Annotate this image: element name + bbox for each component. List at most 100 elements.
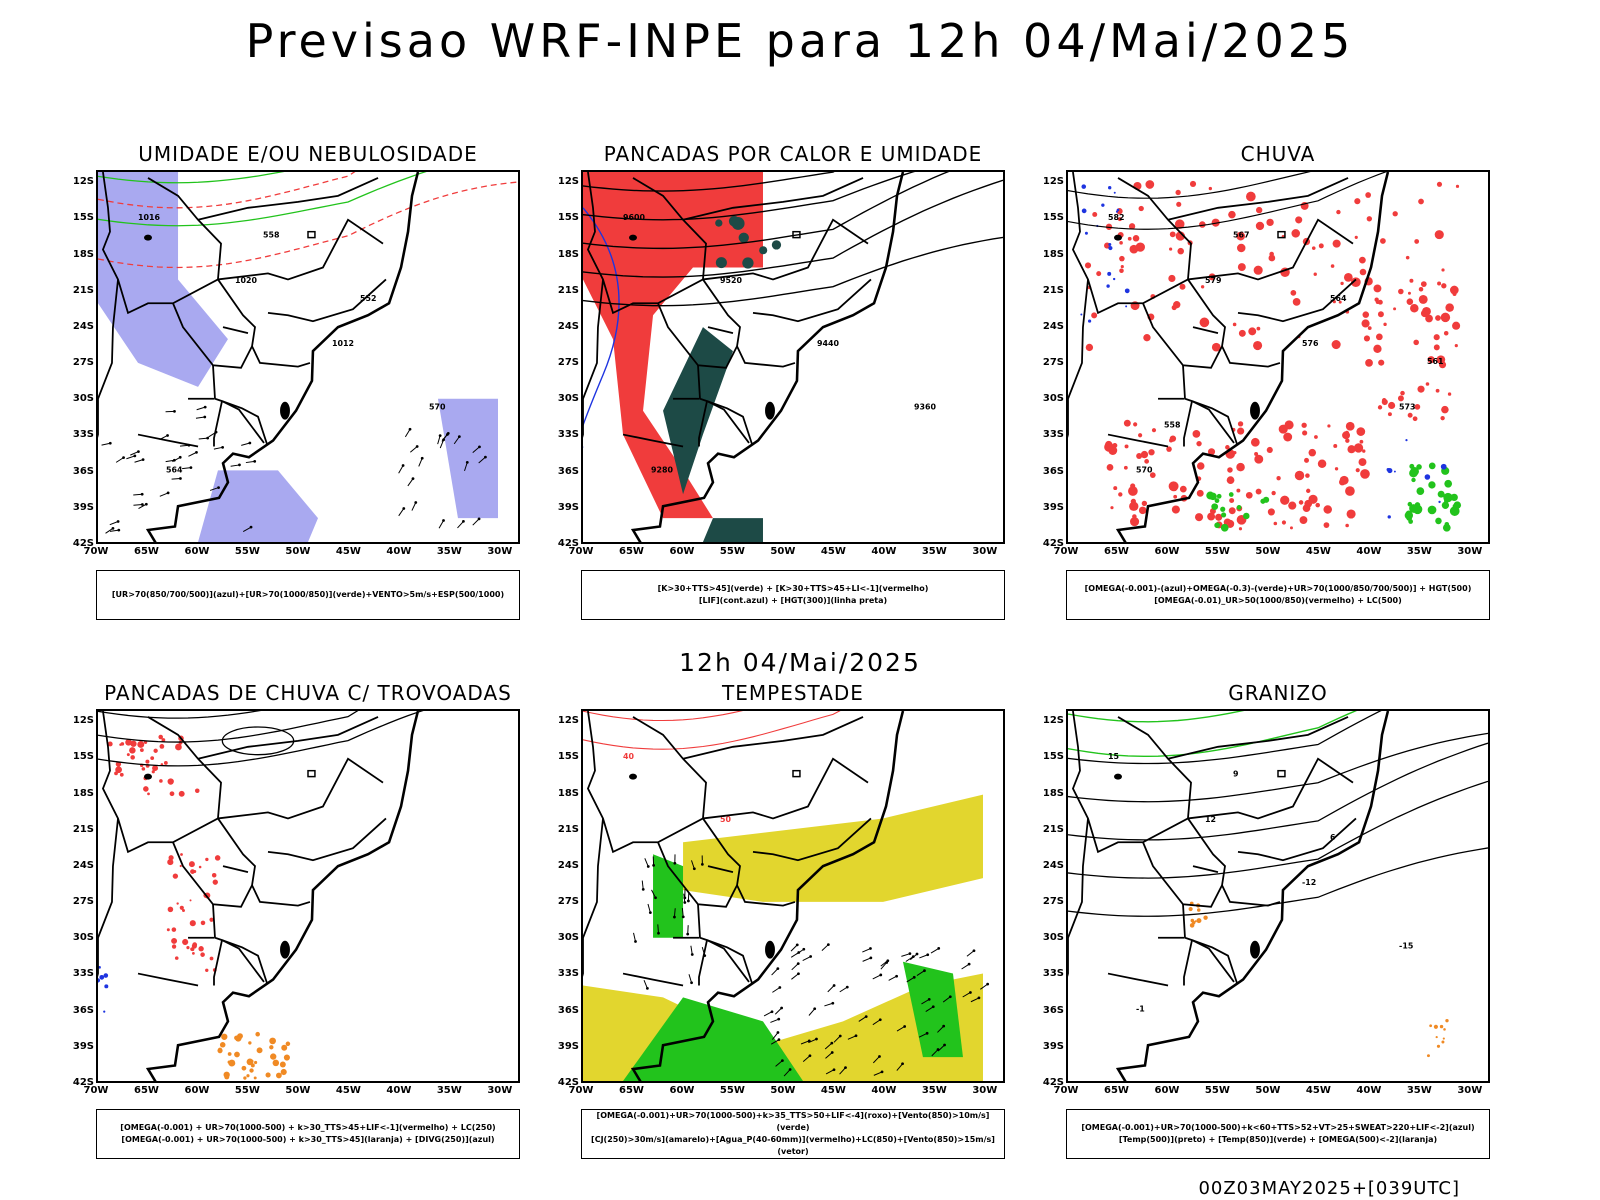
rain-area: [1454, 344, 1458, 348]
temperature-label: 6: [1330, 833, 1336, 842]
lon-tick-label: 30W: [972, 1085, 998, 1096]
wind-vector-head: [977, 996, 981, 1000]
lat-tick-label: 24S: [1042, 320, 1064, 332]
wind-vector: [937, 1025, 945, 1033]
wind-vector-head: [465, 460, 469, 464]
lon-tick-label: 55W: [719, 1085, 745, 1096]
rain-area: [1256, 326, 1261, 331]
legend-box: [OMEGA(-0.001)+UR>70(1000-500)+k>35_TTS>…: [581, 1109, 1005, 1159]
wind-vector: [411, 502, 417, 511]
wind-vector: [774, 1007, 782, 1015]
thunderstorm-area: [180, 853, 183, 856]
rain-area: [1119, 241, 1123, 245]
lon-tick-label: 50W: [285, 546, 311, 557]
lon-tick-label: 45W: [820, 546, 846, 557]
wind-vector-head: [238, 463, 241, 467]
rain-area: [1085, 343, 1094, 352]
wind-vector: [657, 924, 659, 934]
country-state-border: [1071, 172, 1192, 315]
thunderstorm-area: [158, 734, 163, 740]
rain-area: [1292, 298, 1301, 306]
rain-area: [1236, 231, 1246, 241]
rain-area: [1315, 502, 1320, 508]
thunderstorm-area: [150, 756, 155, 760]
rain-area: [1355, 468, 1360, 473]
wind-vector-head: [912, 975, 916, 979]
lake: [765, 401, 775, 420]
rain-area: [1308, 448, 1317, 457]
wind-vector-head: [166, 434, 169, 437]
rain-area: [1313, 272, 1317, 276]
country-state-border: [752, 817, 872, 862]
convection-area: [224, 1074, 230, 1080]
wind-vector-head: [141, 458, 145, 461]
wind-vector: [821, 944, 829, 951]
hail-omega-area: [1443, 1028, 1446, 1031]
convection-area: [285, 1041, 291, 1047]
hail-omega-area: [1196, 918, 1202, 924]
wind-vector: [862, 957, 872, 962]
rain-area: [1211, 342, 1221, 352]
wind-vector: [101, 442, 111, 446]
wind-vector-head: [878, 1018, 882, 1022]
rain-area: [1132, 235, 1140, 242]
rain-area: [1387, 412, 1392, 417]
lat-tick-label: 33S: [1042, 429, 1064, 441]
lon-tick-label: 60W: [184, 546, 210, 557]
east-coastline: [630, 172, 905, 542]
rain-area: [1254, 454, 1264, 464]
wind-vector: [134, 459, 144, 463]
lat-tick-label: 30S: [557, 932, 579, 944]
legend-line: [OMEGA(-0.001) + UR>70(1000-500) + k>30_…: [121, 1135, 495, 1144]
rain-area: [1317, 459, 1327, 468]
thunderstorm-area: [189, 899, 192, 902]
high-humidity-area: [98, 172, 228, 387]
country-state-border: [682, 177, 864, 221]
lat-tick-label: 36S: [1042, 1004, 1064, 1016]
wind-vector: [825, 1052, 833, 1059]
country-state-border: [697, 904, 750, 983]
wind-vector-head: [641, 887, 645, 891]
thunderstorm-area: [214, 855, 221, 861]
country-state-border: [1068, 279, 1089, 438]
rain-area: [1255, 488, 1262, 495]
country-state-border: [267, 278, 387, 323]
wind-vector: [188, 451, 197, 457]
lon-tick-label: 70W: [1053, 1085, 1079, 1096]
country-state-border: [222, 326, 249, 335]
wind-vector-head: [646, 987, 649, 990]
country-state-border: [1192, 865, 1219, 874]
country-state-border: [1192, 326, 1219, 335]
jet-stream-area: [683, 794, 983, 902]
height-500-contour: [1068, 172, 1311, 199]
thunderstorm-area: [120, 742, 125, 746]
wind-vector-head: [420, 456, 424, 460]
convection-area: [276, 1072, 282, 1079]
hail-omega-area: [1194, 920, 1197, 923]
convection-area: [270, 1053, 277, 1060]
lat-tick-label: 24S: [557, 320, 579, 332]
wind-vector-head: [111, 526, 115, 530]
wind-vector: [643, 980, 648, 989]
country-state-border: [172, 278, 256, 369]
upward-motion-area: [1113, 191, 1116, 194]
rain-area: [1365, 358, 1373, 367]
upward-motion-area: [1387, 515, 1391, 519]
wind-vector-head: [903, 1025, 907, 1028]
wind-vector-head: [634, 940, 637, 943]
wind-vector-head: [253, 459, 257, 463]
rain-area: [1271, 490, 1276, 496]
wind-vector: [937, 1044, 945, 1052]
hail-omega-area: [1442, 1037, 1445, 1040]
map-svg: 9600 9520 9440 9360 9280: [583, 172, 1003, 542]
rain-area: [1302, 430, 1308, 436]
rain-area: [1226, 476, 1235, 485]
wind-vector-head: [948, 995, 952, 999]
wind-vector: [833, 1035, 841, 1043]
wind-vector-head: [869, 947, 872, 950]
thunderstorm-area: [114, 771, 118, 776]
rain-area: [1124, 444, 1129, 449]
legend-line: [LIF](cont.azul) + [HGT(300)](linha pret…: [698, 596, 888, 605]
lat-tick-label: 27S: [1042, 357, 1064, 368]
rain-area: [1400, 390, 1405, 396]
